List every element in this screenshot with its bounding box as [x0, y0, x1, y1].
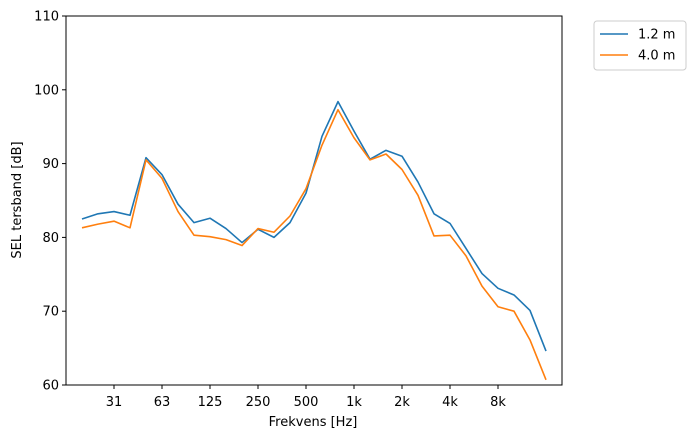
series-line-4-0-m — [81, 108, 547, 381]
legend-label: 1.2 m — [638, 28, 675, 43]
plot-area — [66, 16, 562, 385]
x-axis-label: Frekvens [Hz] — [269, 415, 358, 430]
y-tick-label: 100 — [34, 83, 59, 98]
x-tick-label: 2k — [394, 395, 410, 410]
x-tick-label: 1k — [346, 395, 362, 410]
plot-frame — [65, 15, 563, 386]
x-tick-label: 63 — [154, 395, 171, 410]
y-tick-label: 70 — [42, 305, 59, 320]
y-tick-label: 90 — [42, 157, 59, 172]
x-tick-label: 31 — [106, 395, 123, 410]
y-tick-label: 110 — [34, 10, 59, 25]
x-tick-label: 8k — [490, 395, 506, 410]
x-axis: 31 63 125 250 500 1k 2k 4k 8k — [106, 385, 506, 410]
x-tick-label: 125 — [198, 395, 223, 410]
x-tick-label: 500 — [294, 395, 319, 410]
legend-label: 4.0 m — [638, 49, 675, 64]
y-axis: 60 70 80 90 100 110 — [34, 10, 66, 394]
y-axis-label: SEL tersband [dB] — [10, 141, 25, 258]
y-tick-label: 60 — [42, 379, 59, 394]
y-tick-label: 80 — [42, 231, 59, 246]
legend: 1.2 m 4.0 m — [593, 20, 687, 71]
x-tick-label: 250 — [246, 395, 271, 410]
x-tick-label: 4k — [442, 395, 458, 410]
series-layer — [81, 100, 547, 381]
